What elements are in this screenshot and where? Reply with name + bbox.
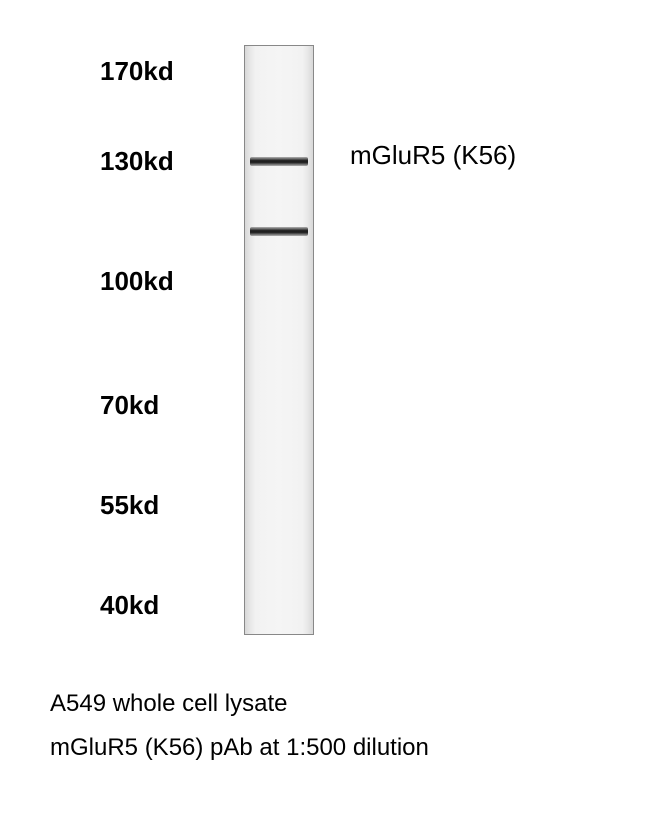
mw-label-70: 70kd — [100, 390, 159, 421]
mw-label-55: 55kd — [100, 490, 159, 521]
mw-label-130: 130kd — [100, 146, 174, 177]
caption-line-1: A549 whole cell lysate — [50, 686, 429, 722]
band-lower — [250, 227, 308, 236]
western-blot-figure: 170kd 130kd 100kd 70kd 55kd 40kd mGluR5 … — [40, 30, 610, 650]
caption-line-2: mGluR5 (K56) pAb at 1:500 dilution — [50, 730, 429, 766]
mw-label-40: 40kd — [100, 590, 159, 621]
figure-caption: A549 whole cell lysate mGluR5 (K56) pAb … — [50, 686, 429, 774]
mw-label-100: 100kd — [100, 266, 174, 297]
antibody-label: mGluR5 (K56) — [350, 140, 516, 171]
band-upper — [250, 157, 308, 166]
mw-label-170: 170kd — [100, 56, 174, 87]
blot-lane — [244, 45, 314, 635]
